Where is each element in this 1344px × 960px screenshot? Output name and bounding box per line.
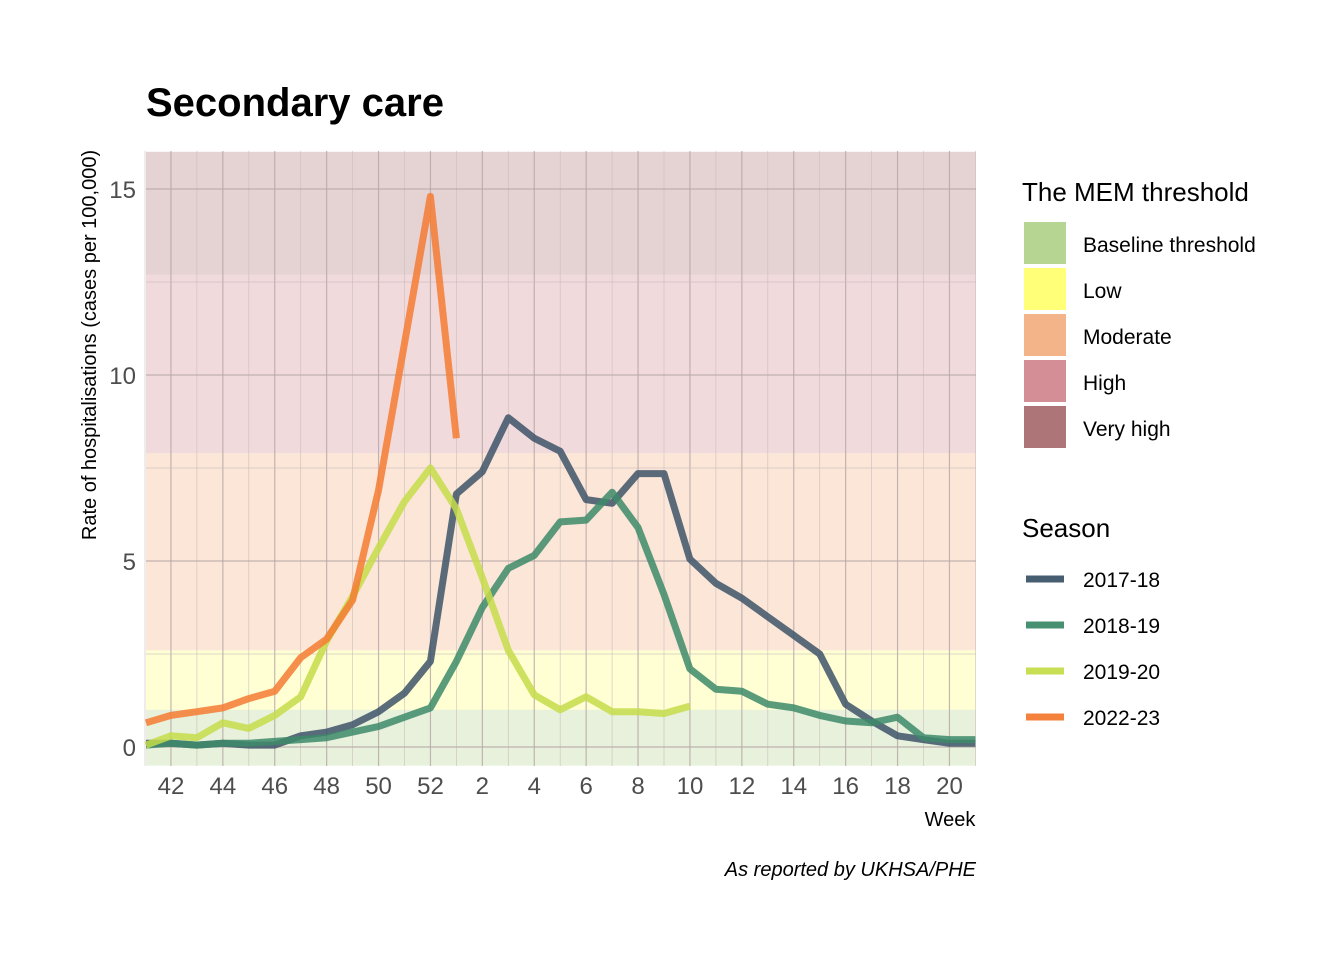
season-legend-label: 2022-23 [1083, 707, 1160, 730]
threshold-legend-label: Baseline threshold [1083, 234, 1256, 257]
grid-lines [144, 151, 976, 766]
threshold-legend: The MEM threshold Baseline threshold Low M… [1022, 177, 1256, 448]
y-tick-labels: 0 5 10 15 [109, 177, 136, 762]
season-legend-label: 2018-19 [1083, 615, 1160, 638]
season-legend-label: 2017-18 [1083, 569, 1160, 592]
threshold-legend-key [1024, 314, 1066, 356]
series-lines [144, 192, 976, 749]
threshold-legend-label: Moderate [1083, 326, 1172, 349]
threshold-legend-key [1024, 406, 1066, 448]
threshold-legend-key [1024, 360, 1066, 402]
threshold-legend-label: High [1083, 372, 1126, 395]
x-tick-label: 48 [313, 773, 340, 800]
x-tick-label: 46 [261, 773, 288, 800]
series-line-2019-20 [144, 464, 691, 749]
threshold-legend-key [1024, 268, 1066, 310]
y-tick-label: 15 [109, 177, 136, 204]
y-tick-label: 0 [123, 735, 136, 762]
series-line-2018-19 [145, 488, 976, 749]
x-tick-label: 20 [936, 773, 963, 800]
x-tick-label: 2 [476, 773, 489, 800]
threshold-bands [146, 151, 976, 766]
x-tick-label: 4 [528, 773, 541, 800]
y-tick-label: 5 [123, 549, 136, 576]
y-tick-label: 10 [109, 363, 136, 390]
x-tick-label: 52 [417, 773, 444, 800]
x-tick-label: 6 [579, 773, 592, 800]
series-line-2022-23 [145, 192, 460, 727]
season-legend: Season 2017-18 2018-19 2019-20 2022-23 [1022, 513, 1160, 730]
x-tick-label: 14 [780, 773, 807, 800]
x-tick-label: 8 [631, 773, 644, 800]
x-tick-label: 16 [832, 773, 859, 800]
threshold-legend-label: Low [1083, 280, 1122, 303]
x-axis-title: Week [925, 809, 977, 831]
x-tick-label: 12 [728, 773, 755, 800]
season-legend-title: Season [1022, 513, 1110, 543]
threshold-band-4 [146, 151, 976, 275]
threshold-legend-key [1024, 222, 1066, 264]
chart-caption: As reported by UKHSA/PHE [724, 859, 977, 881]
threshold-band-2 [146, 453, 976, 651]
chart-title: Secondary care [146, 81, 444, 125]
x-tick-label: 42 [158, 773, 185, 800]
x-tick-label: 44 [209, 773, 236, 800]
x-tick-label: 18 [884, 773, 911, 800]
threshold-legend-label: Very high [1083, 418, 1171, 441]
season-legend-label: 2019-20 [1083, 661, 1160, 684]
x-tick-labels: 42 44 46 48 50 52 2 4 6 8 10 12 14 16 18 20 [158, 773, 963, 800]
threshold-band-3 [146, 274, 976, 454]
y-axis-title: Rate of hospitalisations (cases per 100,… [79, 150, 101, 540]
threshold-band-1 [146, 650, 976, 710]
x-tick-label: 10 [677, 773, 704, 800]
threshold-legend-title: The MEM threshold [1022, 177, 1249, 207]
x-tick-label: 50 [365, 773, 392, 800]
